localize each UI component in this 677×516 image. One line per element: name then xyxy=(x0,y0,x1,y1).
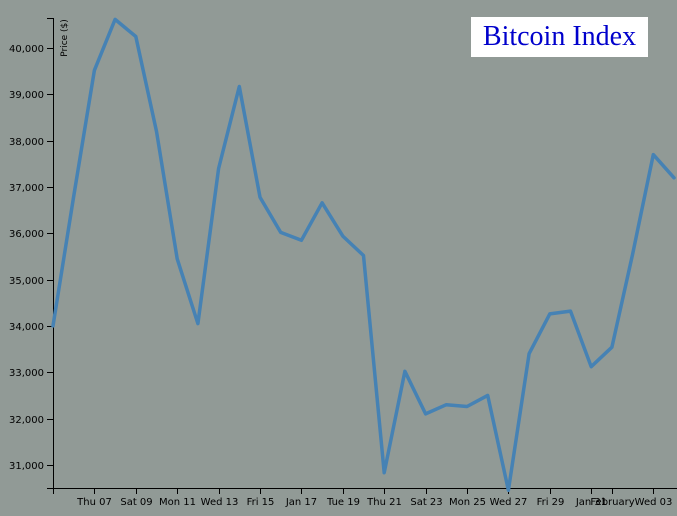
price-series-line xyxy=(51,17,676,493)
y-tick-label: 35,000 xyxy=(9,276,44,287)
x-axis: Thu 07 Sat 09 Mon 11 Wed 13 Fri 15 Jan 17 Tue … xyxy=(53,488,677,508)
y-tick-label: 33,000 xyxy=(9,368,44,379)
y-tick-label: 32,000 xyxy=(9,415,44,426)
x-tick-label: Fri 29 xyxy=(537,497,565,508)
y-tick-label: 38,000 xyxy=(9,137,44,148)
x-tick-label: Sat 23 xyxy=(410,497,442,508)
y-tick-label: 34,000 xyxy=(9,322,44,333)
x-tick-label: Mon 11 xyxy=(159,497,196,508)
x-tick-label: Thu 21 xyxy=(366,497,402,508)
x-tick-label: Tue 19 xyxy=(326,497,360,508)
y-tick-label: 37,000 xyxy=(9,183,44,194)
x-tick-label: Fri 15 xyxy=(247,497,275,508)
y-axis-title: Price ($) xyxy=(60,19,70,57)
y-tick-label: 39,000 xyxy=(9,90,44,101)
x-tick-label: Jan 17 xyxy=(285,497,317,508)
y-axis: 31,000 32,000 33,000 34,000 35,000 36,000 37,0… xyxy=(9,18,54,489)
x-tick-label: Wed 27 xyxy=(490,497,528,508)
y-tick-label: 36,000 xyxy=(9,229,44,240)
x-tick-label: Wed 03 xyxy=(635,497,673,508)
y-tick-label: 40,000 xyxy=(9,44,44,55)
x-tick-label: Wed 13 xyxy=(201,497,239,508)
y-tick-label: 31,000 xyxy=(9,461,44,472)
x-tick-label: February xyxy=(590,497,634,508)
x-tick-label: Jan 31 xyxy=(575,497,607,508)
x-tick-label: Thu 07 xyxy=(76,497,112,508)
x-tick-label: Sat 09 xyxy=(120,497,152,508)
chart-title: Bitcoin Index xyxy=(471,17,648,57)
x-tick-label: Mon 25 xyxy=(449,497,486,508)
series-layer xyxy=(51,17,676,493)
